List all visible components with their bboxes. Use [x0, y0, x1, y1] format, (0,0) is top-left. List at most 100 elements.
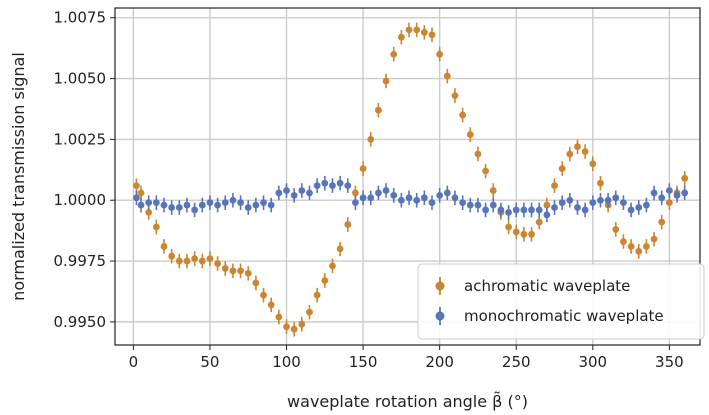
data-point [681, 174, 689, 182]
data-point [359, 165, 367, 172]
data-point [658, 194, 666, 202]
legend-item: achromatic waveplate [435, 277, 630, 295]
data-point [451, 194, 459, 202]
data-point [375, 106, 382, 114]
y-tick-label: 1.0075 [54, 9, 107, 27]
data-point [635, 204, 643, 211]
data-point [252, 201, 260, 209]
legend-marker [435, 281, 445, 291]
data-point [520, 206, 528, 214]
data-point [298, 187, 306, 194]
data-point [397, 196, 405, 204]
data-point [375, 189, 382, 197]
data-point [336, 245, 344, 253]
data-point [306, 308, 313, 316]
data-point [428, 199, 436, 207]
data-point [260, 199, 267, 207]
data-point [551, 204, 558, 211]
data-point [589, 199, 597, 207]
data-point [497, 206, 505, 214]
data-point [183, 257, 191, 265]
data-point [160, 201, 168, 209]
data-point [221, 199, 229, 207]
data-point [206, 255, 214, 263]
x-tick-label: 0 [129, 353, 139, 371]
data-point [267, 201, 275, 209]
data-point [528, 206, 535, 214]
data-point [673, 191, 681, 199]
data-point [574, 143, 581, 151]
data-point [137, 201, 145, 209]
legend-box [417, 263, 705, 340]
x-tick-label: 50 [200, 353, 219, 371]
data-point [283, 323, 290, 331]
data-point [520, 230, 528, 238]
data-point [329, 262, 336, 270]
data-point [428, 31, 436, 39]
x-tick-label: 100 [272, 353, 301, 371]
data-point [198, 201, 206, 209]
data-point [152, 223, 160, 231]
data-point [681, 189, 689, 197]
data-point [558, 199, 566, 207]
data-point [620, 199, 627, 207]
data-point [650, 189, 658, 197]
data-point [551, 182, 558, 190]
data-point [420, 28, 428, 36]
data-point [597, 179, 604, 187]
data-point [581, 148, 589, 155]
data-point [229, 267, 237, 275]
series-monochromatic [133, 175, 689, 223]
data-point [489, 187, 497, 194]
data-point [367, 194, 375, 202]
data-point [275, 313, 283, 321]
data-point [597, 196, 604, 204]
plot-area [133, 22, 689, 337]
data-point [237, 199, 244, 207]
data-point [133, 194, 140, 202]
data-point [397, 33, 405, 41]
data-point [229, 196, 237, 204]
data-point [390, 50, 398, 58]
data-point [581, 206, 589, 214]
data-point [298, 320, 306, 328]
data-point [214, 260, 222, 267]
data-point [145, 208, 153, 216]
data-point [237, 267, 244, 275]
data-point [191, 255, 199, 263]
data-point [329, 182, 336, 190]
data-point [436, 191, 444, 199]
data-point [512, 206, 520, 214]
data-point [574, 204, 581, 211]
data-point [359, 194, 367, 202]
data-point [589, 160, 597, 168]
data-point [260, 291, 267, 299]
data-point [321, 179, 329, 187]
data-point [459, 111, 467, 119]
data-point [482, 167, 490, 175]
data-point [643, 243, 650, 250]
data-point [658, 218, 666, 226]
data-point [160, 243, 168, 250]
data-point [627, 206, 635, 214]
data-point [244, 269, 252, 277]
data-point [191, 206, 199, 214]
y-tick-label: 0.9975 [54, 252, 107, 270]
data-point [168, 204, 176, 211]
data-point [436, 50, 444, 58]
data-point [382, 77, 390, 85]
y-tick-label: 1.0000 [54, 191, 107, 209]
legend-label: monochromatic waveplate [464, 307, 664, 325]
series-achromatic [133, 22, 689, 337]
data-point [459, 199, 467, 207]
data-point [275, 189, 283, 197]
axis-ticks: 0 50 100 150 200 250 300 350 0.9950 0.9975 1.0000 1… [54, 9, 684, 371]
y-tick-label: 1.0025 [54, 130, 107, 148]
data-point [137, 189, 145, 197]
data-point [313, 182, 321, 190]
y-axis-label: normalized transmission signal [9, 52, 28, 301]
data-point [535, 206, 543, 214]
data-point [512, 228, 520, 236]
data-point [665, 199, 673, 207]
